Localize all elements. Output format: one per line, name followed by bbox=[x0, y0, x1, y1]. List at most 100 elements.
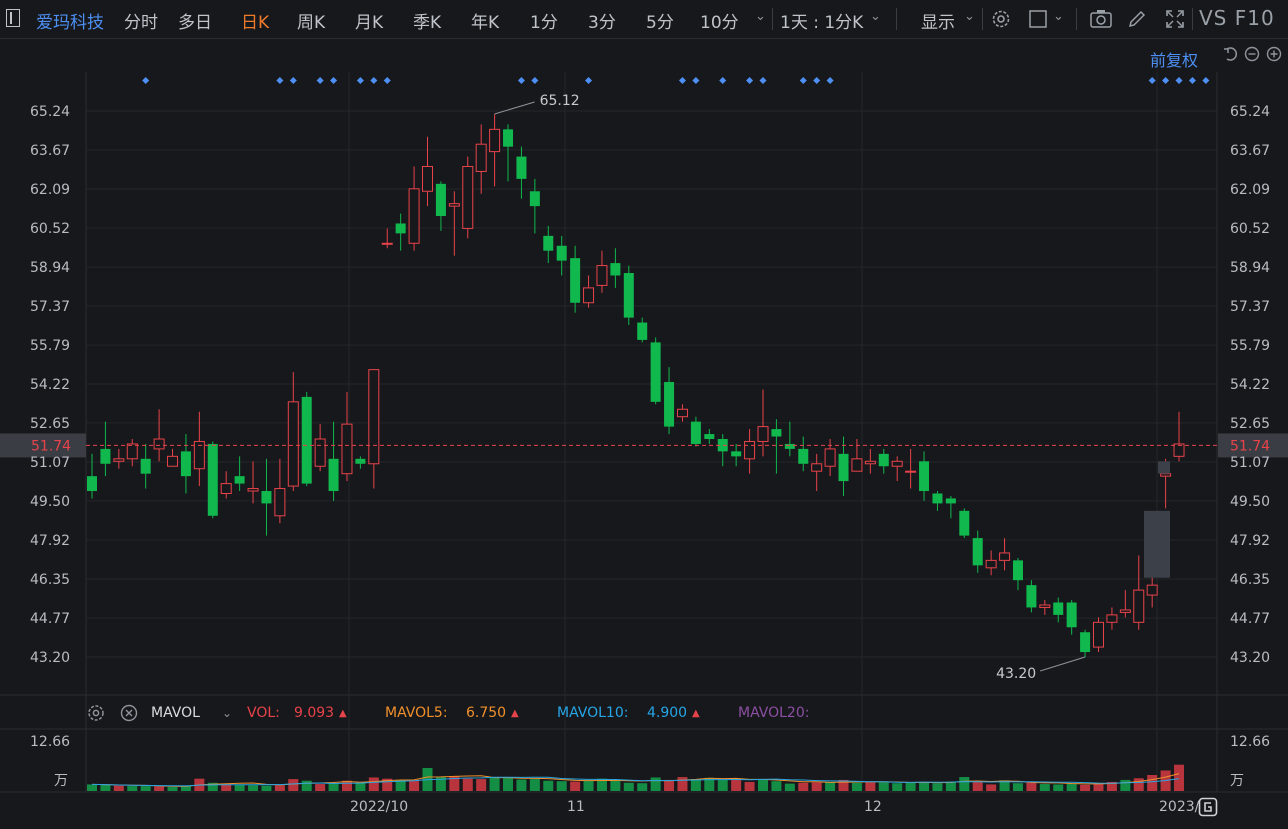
square-icon[interactable] bbox=[1025, 6, 1051, 32]
event-marker bbox=[759, 76, 767, 85]
interval-select[interactable]: 1天 : 1分K bbox=[780, 13, 864, 33]
gear-icon[interactable] bbox=[988, 6, 1014, 32]
volume-bar bbox=[865, 781, 876, 791]
candle-body bbox=[207, 443, 218, 516]
expand-icon[interactable] bbox=[1162, 6, 1188, 32]
candle-body bbox=[301, 396, 312, 484]
volume-bar bbox=[435, 777, 446, 791]
close-circle-icon[interactable] bbox=[119, 703, 139, 727]
event-marker bbox=[330, 76, 338, 85]
candle-body bbox=[999, 552, 1011, 561]
event-marker bbox=[1175, 76, 1183, 85]
tab-5min[interactable]: 5分 bbox=[646, 13, 674, 33]
tab-month-k[interactable]: 月K bbox=[355, 13, 384, 33]
chevron-down-icon[interactable]: ⌄ bbox=[1053, 9, 1064, 24]
vol-value: 9.093 bbox=[294, 705, 335, 721]
mavol10-label: MAVOL10: bbox=[557, 705, 629, 721]
volume-bar bbox=[664, 779, 675, 791]
pencil-icon[interactable] bbox=[1124, 6, 1150, 32]
candle-body bbox=[1106, 614, 1118, 623]
tab-quarter-k[interactable]: 季K bbox=[413, 13, 442, 33]
display-menu[interactable]: 显示 bbox=[921, 13, 955, 33]
candle-body bbox=[717, 438, 728, 452]
candle-body bbox=[676, 408, 688, 418]
volume-bar bbox=[1147, 774, 1158, 791]
indicator-name[interactable]: MAVOL bbox=[151, 705, 200, 721]
tab-multi-day[interactable]: 多日 bbox=[178, 13, 212, 33]
candle-body bbox=[328, 458, 339, 492]
vs-f10-button[interactable]: VS F10 bbox=[1199, 6, 1275, 30]
volume-bar bbox=[637, 783, 648, 791]
price-axes: 65.24 65.24 63.67 63.67 62.09 62.09 60.52 60.52… bbox=[30, 104, 1270, 666]
volume-bar bbox=[623, 782, 634, 791]
event-marker bbox=[813, 76, 821, 85]
tab-year-k[interactable]: 年K bbox=[471, 13, 500, 33]
current-price-label-left: 51.74 bbox=[31, 438, 71, 454]
tab-day-k[interactable]: 日K bbox=[241, 13, 270, 33]
event-marker bbox=[826, 76, 834, 85]
y-tick-label-right: 55.79 bbox=[1230, 338, 1270, 354]
volume-bar bbox=[355, 782, 366, 791]
volume-bar bbox=[301, 780, 312, 791]
candle-body bbox=[959, 510, 970, 536]
y-tick-label-right: 49.50 bbox=[1230, 494, 1270, 510]
x-tick-label: 12 bbox=[864, 799, 882, 815]
volume-bar bbox=[758, 779, 768, 791]
y-tick-label-right: 47.92 bbox=[1230, 533, 1270, 549]
candle-body bbox=[395, 223, 406, 234]
volume-bar bbox=[409, 780, 420, 791]
camera-icon[interactable] bbox=[1088, 6, 1114, 32]
chevron-down-icon[interactable]: ⌄ bbox=[755, 9, 766, 24]
tab-1min[interactable]: 1分 bbox=[530, 13, 558, 33]
candle-body bbox=[87, 476, 97, 492]
volume-bar bbox=[395, 780, 406, 791]
event-marker bbox=[517, 76, 525, 85]
volume-bar bbox=[234, 784, 245, 791]
candle-body bbox=[234, 476, 245, 484]
volume-unit-right: 万 bbox=[1230, 773, 1244, 789]
event-marker bbox=[370, 76, 378, 85]
volume-bar bbox=[999, 780, 1010, 791]
y-tick-label-right: 51.07 bbox=[1230, 455, 1270, 471]
undo-icon[interactable] bbox=[1222, 46, 1238, 62]
candle-body bbox=[583, 287, 595, 304]
chevron-down-icon[interactable]: ⌄ bbox=[222, 706, 233, 720]
event-marker bbox=[1202, 76, 1210, 85]
volume-bar bbox=[489, 777, 500, 791]
event-marker bbox=[1148, 76, 1156, 85]
candle-body bbox=[274, 488, 286, 517]
tab-3min[interactable]: 3分 bbox=[588, 13, 616, 33]
plus-circle-icon[interactable] bbox=[1266, 46, 1282, 62]
minus-circle-icon[interactable] bbox=[1244, 46, 1260, 62]
event-marker bbox=[276, 76, 284, 85]
chevron-down-icon[interactable]: ⌄ bbox=[870, 9, 881, 24]
chart-controls bbox=[1222, 46, 1282, 62]
tab-10min[interactable]: 10分 bbox=[700, 13, 739, 33]
gear-icon[interactable] bbox=[86, 703, 106, 727]
volume-bar bbox=[100, 784, 111, 791]
tab-timeshare[interactable]: 分时 bbox=[124, 13, 158, 33]
toolbar-divider bbox=[896, 8, 897, 30]
candle-body bbox=[623, 273, 634, 318]
candle-body bbox=[1039, 604, 1051, 608]
stock-name[interactable]: 爱玛科技 bbox=[36, 13, 104, 33]
candle-body bbox=[113, 458, 125, 462]
y-tick-label-left: 60.52 bbox=[30, 221, 70, 237]
volume-bar bbox=[892, 783, 903, 791]
candle-body bbox=[261, 491, 272, 504]
candle-body bbox=[1012, 560, 1023, 581]
candle-body bbox=[798, 448, 809, 464]
volume-ma-line bbox=[91, 773, 1180, 787]
volume-bar bbox=[851, 782, 862, 791]
y-tick-label-left: 54.22 bbox=[30, 377, 70, 393]
event-marker bbox=[531, 76, 539, 85]
volume-bar bbox=[503, 777, 514, 791]
candle-body bbox=[851, 458, 863, 472]
sidebar-toggle-icon[interactable] bbox=[6, 9, 20, 27]
candle-body bbox=[1146, 584, 1158, 596]
chevron-down-icon[interactable]: ⌄ bbox=[964, 9, 975, 24]
volume-bar bbox=[207, 782, 218, 791]
candle-body bbox=[462, 165, 474, 229]
price-adjust-select[interactable]: 前复权 bbox=[1150, 51, 1199, 70]
tab-week-k[interactable]: 周K bbox=[297, 13, 326, 33]
